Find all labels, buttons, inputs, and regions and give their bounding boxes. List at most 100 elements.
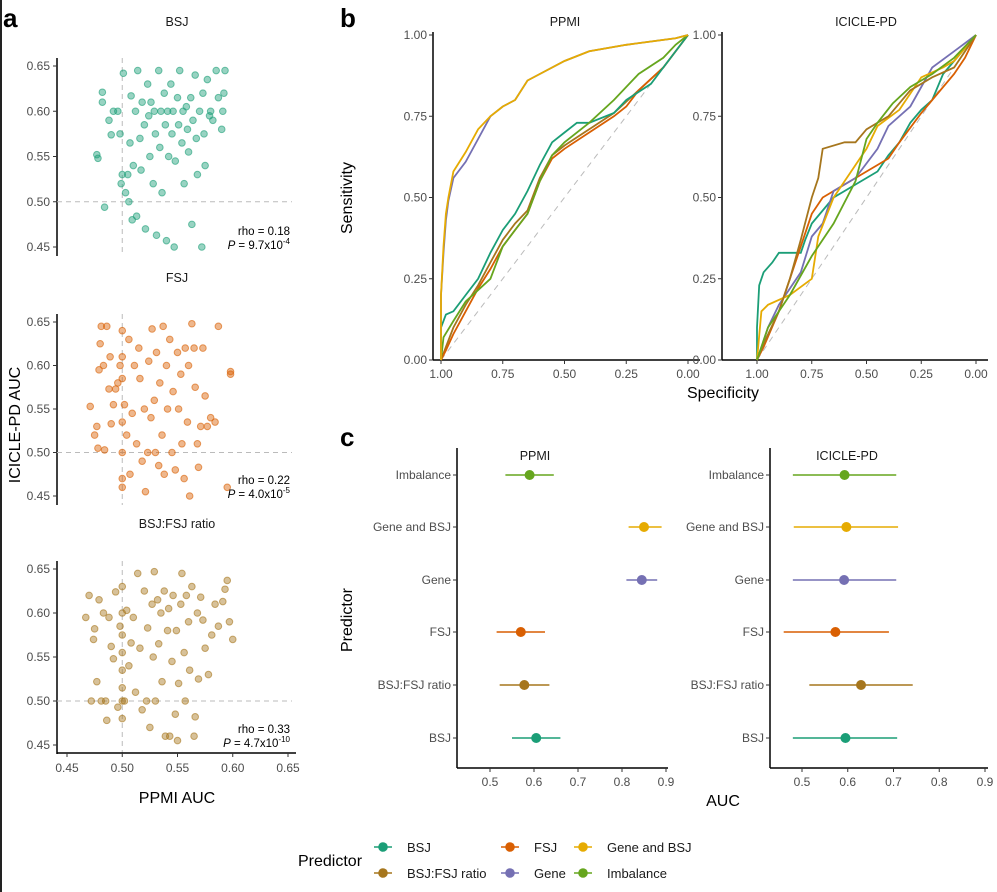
facet-title: ICICLE-PD xyxy=(816,449,878,463)
scatter-point xyxy=(118,170,127,179)
scatter-point xyxy=(105,116,113,125)
scatter-point xyxy=(173,348,182,357)
scatter-point xyxy=(157,107,165,116)
facet-title: PPMI xyxy=(520,449,551,463)
scatter-point xyxy=(95,366,103,374)
legend-label: BSJ:FSJ ratio xyxy=(407,866,486,881)
y-tick-label: 0.60 xyxy=(27,606,51,620)
scatter-point xyxy=(171,157,180,165)
scatter-point xyxy=(183,418,192,426)
facet-title: PPMI xyxy=(550,15,581,29)
panel-c-xlabel: AUC xyxy=(706,793,740,810)
scatter-point xyxy=(138,457,146,466)
p-label: P xyxy=(228,240,236,252)
facet-title: FSJ xyxy=(166,271,188,285)
rho-annotation: rho = 0.22 xyxy=(238,475,290,487)
y-tick-label: 0.60 xyxy=(27,104,51,118)
scatter-point xyxy=(127,639,135,647)
p-value-text: = 4.0x10 xyxy=(235,489,283,501)
legend-key-dot xyxy=(505,868,515,878)
y-tick-label: BSJ:FSJ ratio xyxy=(691,678,765,692)
scatter-point xyxy=(185,492,194,500)
scatter-point xyxy=(151,448,160,457)
scatter-point xyxy=(191,71,199,79)
y-tick-label: Gene and BSJ xyxy=(686,520,764,534)
y-tick-label: Gene xyxy=(422,573,452,587)
p-value-annotation: P = 4.7x10-10 xyxy=(223,735,290,750)
p-value-exponent: -4 xyxy=(283,237,291,246)
scatter-point xyxy=(99,361,108,370)
scatter-point xyxy=(116,130,124,138)
y-tick-label: 0.45 xyxy=(27,738,51,752)
scatter-point xyxy=(207,631,216,639)
auc-point xyxy=(519,680,530,690)
scatter-point xyxy=(214,322,223,331)
roc-curve-imbalance xyxy=(756,34,977,361)
y-tick-label: 0.45 xyxy=(27,240,51,254)
y-tick-label: 0.55 xyxy=(27,150,51,164)
y-tick-label: BSJ:FSJ ratio xyxy=(378,678,452,692)
scatter-point xyxy=(151,697,160,705)
panel-a-ylabel: ICICLE-PD AUC xyxy=(7,367,24,483)
y-tick-label: 0.50 xyxy=(693,191,717,205)
scatter-point xyxy=(107,130,115,139)
legend-key-dot xyxy=(578,842,588,852)
scatter-point xyxy=(86,402,95,411)
scatter-point xyxy=(102,322,111,331)
p-value-text: = 4.7x10 xyxy=(231,738,279,750)
scatter-point xyxy=(93,422,101,431)
p-label: P xyxy=(223,738,231,750)
scatter-point xyxy=(154,66,163,75)
scatter-point xyxy=(118,374,127,383)
scatter-point xyxy=(140,587,149,595)
y-tick-label: 0.50 xyxy=(27,195,51,209)
scatter-point xyxy=(105,385,113,393)
scatter-point xyxy=(180,179,188,188)
scatter-point xyxy=(180,474,188,483)
scatter-point xyxy=(127,92,135,100)
scatter-point xyxy=(118,648,127,657)
y-tick-label: Gene xyxy=(735,573,765,587)
scatter-point xyxy=(129,161,138,170)
scatter-point xyxy=(180,648,188,657)
scatter-point xyxy=(132,440,141,448)
p-value-text: = 9.7x10 xyxy=(235,240,283,252)
scatter-point xyxy=(160,587,169,595)
y-tick-label: BSJ xyxy=(742,731,764,745)
scatter-point xyxy=(223,576,232,585)
y-tick-label: 0.50 xyxy=(404,191,428,205)
scatter-point xyxy=(143,624,152,632)
y-tick-label: 0.55 xyxy=(27,402,51,416)
scatter-point xyxy=(143,448,152,457)
scatter-point xyxy=(193,609,202,617)
x-tick-label: 1.00 xyxy=(429,367,453,381)
y-tick-label: BSJ xyxy=(429,731,451,745)
x-tick-label: 0.50 xyxy=(855,367,879,381)
scatter-point xyxy=(175,66,184,75)
scatter-point xyxy=(101,697,110,705)
legend-label: Gene and BSJ xyxy=(607,840,692,855)
scatter-point xyxy=(170,243,178,251)
p-label: P xyxy=(228,489,236,501)
legend: Predictor BSJ FSJ Gene and BSJ BSJ:FSJ rati… xyxy=(298,840,692,881)
scatter-point xyxy=(123,170,132,179)
scatter-point xyxy=(96,339,104,348)
scatter-point xyxy=(173,93,182,102)
scatter-point xyxy=(209,116,217,125)
panel-a-xlabel: PPMI AUC xyxy=(139,790,215,807)
scatter-point xyxy=(183,125,192,134)
scatter-point xyxy=(81,613,90,622)
scatter-point xyxy=(105,613,113,622)
scatter-point xyxy=(167,80,175,88)
scatter-point xyxy=(122,431,131,439)
scatter-point xyxy=(148,600,156,609)
scatter-point xyxy=(196,593,205,601)
scatter-point xyxy=(214,93,223,102)
scatter-point xyxy=(158,431,166,439)
scatter-point xyxy=(164,152,173,161)
scatter-point xyxy=(200,130,208,138)
y-tick-label: 0.00 xyxy=(404,353,428,367)
scatter-point xyxy=(128,409,136,418)
scatter-point xyxy=(174,121,183,129)
